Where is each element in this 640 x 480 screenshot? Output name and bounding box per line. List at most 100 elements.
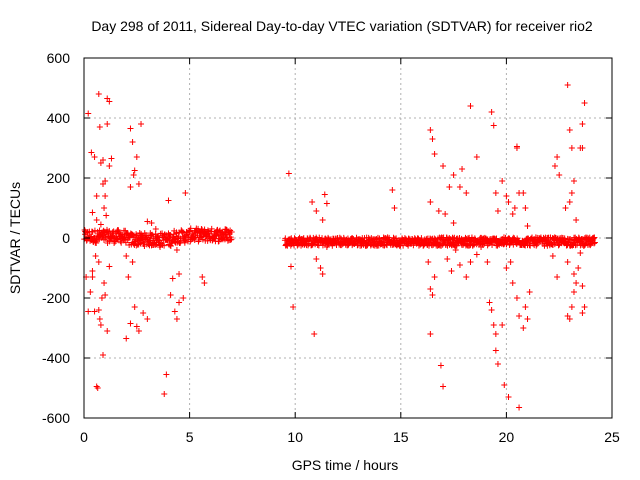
data-point (309, 199, 316, 205)
data-point (444, 256, 451, 262)
data-point (581, 304, 588, 310)
data-point (176, 299, 183, 306)
data-point (516, 190, 523, 196)
data-point (157, 244, 164, 250)
data-point (123, 253, 130, 259)
data-point (566, 127, 573, 133)
data-point (97, 221, 104, 228)
data-point (228, 236, 235, 243)
data-point (570, 178, 577, 184)
data-point (551, 163, 558, 169)
data-point (450, 220, 457, 226)
data-point (562, 205, 569, 211)
data-point (167, 292, 174, 298)
data-point (425, 259, 432, 265)
data-point (133, 154, 140, 160)
data-point (173, 316, 180, 322)
data-point (440, 163, 447, 169)
x-tick-label: 20 (499, 429, 515, 445)
data-point (313, 256, 320, 262)
data-point (473, 251, 480, 258)
data-point (323, 244, 330, 250)
data-point (135, 181, 142, 187)
data-point (165, 197, 172, 204)
data-point (94, 385, 101, 391)
y-tick-label: 200 (47, 170, 71, 186)
data-point (573, 217, 580, 223)
data-point (431, 274, 438, 280)
data-point (591, 239, 598, 246)
data-points-layer (81, 82, 598, 411)
data-point (313, 208, 320, 214)
data-point (591, 240, 598, 247)
data-point (85, 308, 92, 315)
data-point (486, 299, 493, 306)
data-point (287, 263, 294, 270)
data-point (129, 259, 136, 265)
data-point (427, 127, 434, 133)
data-point (171, 308, 178, 315)
data-point (192, 229, 199, 236)
data-point (579, 310, 586, 316)
data-point (174, 235, 181, 242)
data-point (102, 193, 109, 199)
y-tick-label: 400 (47, 110, 71, 126)
data-point (478, 244, 485, 250)
data-point (522, 304, 529, 310)
data-point (154, 233, 161, 240)
data-point (473, 154, 480, 160)
data-point (91, 308, 98, 315)
data-point (463, 274, 470, 280)
data-point (186, 228, 193, 235)
data-point (114, 236, 121, 243)
axis-ticks-layer: 0 5 10 15 20 25 -600 -400 -200 0 200 400 600 (42, 50, 620, 445)
data-point (459, 166, 466, 172)
data-point (452, 247, 459, 253)
data-point (173, 247, 180, 253)
data-point (176, 271, 183, 277)
data-point (484, 259, 491, 265)
data-point (505, 394, 512, 400)
data-point (450, 172, 457, 178)
data-point (95, 307, 102, 313)
data-point (554, 274, 561, 280)
data-point (469, 242, 476, 249)
data-point (456, 184, 463, 190)
data-point (89, 268, 96, 274)
data-point (556, 172, 563, 178)
data-point (87, 289, 94, 295)
data-point (435, 208, 442, 214)
data-point (329, 242, 336, 249)
data-point (492, 347, 499, 354)
data-point (138, 121, 145, 127)
data-point (104, 121, 111, 127)
data-point (148, 220, 155, 226)
data-point (509, 280, 516, 286)
data-point (199, 274, 206, 280)
data-point (513, 295, 520, 301)
data-point (391, 205, 398, 211)
data-point (108, 155, 115, 162)
data-point (566, 316, 573, 322)
data-point (554, 154, 561, 160)
data-point (147, 232, 154, 239)
data-point (131, 167, 138, 174)
data-point (101, 280, 108, 286)
data-point (440, 383, 447, 390)
data-point (591, 234, 598, 241)
data-point (89, 274, 96, 280)
data-point (140, 310, 147, 316)
data-point (389, 187, 396, 193)
data-point (467, 103, 474, 109)
data-point (136, 230, 143, 237)
data-point (145, 234, 152, 241)
data-point (127, 184, 134, 190)
data-point (568, 145, 575, 151)
data-point (349, 235, 356, 242)
data-point (98, 295, 105, 301)
data-point (501, 382, 508, 388)
data-point (568, 304, 575, 310)
data-point (125, 274, 132, 280)
data-point (144, 316, 151, 322)
y-tick-label: -400 (42, 350, 70, 366)
